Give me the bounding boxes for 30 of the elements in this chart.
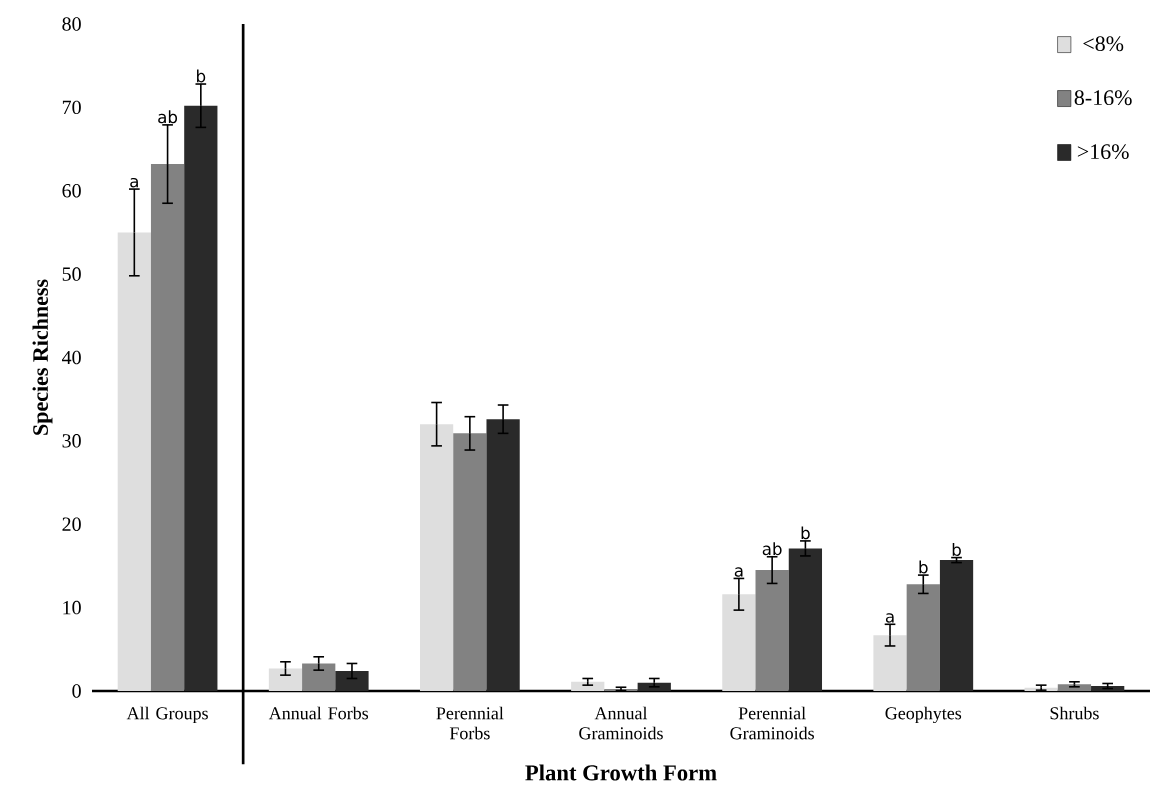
annotation: ab bbox=[158, 110, 178, 124]
x-tick-label: Shrubs bbox=[1050, 706, 1099, 720]
annotation: b bbox=[197, 69, 206, 83]
x-axis-title: Plant Growth Form bbox=[525, 764, 717, 781]
y-tick-label: 10 bbox=[63, 600, 81, 615]
y-tick-label: 40 bbox=[62, 350, 81, 365]
y-tick-label: 20 bbox=[62, 517, 81, 531]
y-tick-label: 70 bbox=[62, 100, 81, 115]
x-tick-label: All Groups bbox=[126, 706, 208, 724]
y-tick-label: 80 bbox=[62, 17, 81, 31]
annotation: b bbox=[801, 526, 810, 540]
x-tick-label: Geophytes bbox=[885, 706, 962, 724]
x-tick-label: Annual Forbs bbox=[268, 706, 369, 720]
annotation: a bbox=[130, 177, 138, 188]
legend-label: 8-16% bbox=[1074, 90, 1132, 106]
y-tick-label: 60 bbox=[62, 184, 81, 198]
x-tick-label: Annual Graminoids bbox=[579, 706, 663, 740]
legend-label: >16% bbox=[1077, 144, 1129, 160]
y-tick-label: 0 bbox=[72, 684, 81, 698]
legend-label: <8% bbox=[1083, 36, 1124, 52]
annotation: a bbox=[885, 613, 894, 623]
annotation: a bbox=[734, 567, 743, 577]
annotation: b bbox=[919, 560, 928, 574]
annotation: b bbox=[952, 543, 961, 556]
x-tick-label: Perennial Graminoids bbox=[730, 706, 814, 740]
x-tick-label: Perennial Forbs bbox=[436, 706, 504, 740]
y-tick-label: 30 bbox=[62, 434, 81, 448]
y-axis-title: Species Richness bbox=[32, 279, 53, 435]
annotation: ab bbox=[762, 542, 782, 556]
y-tick-label: 50 bbox=[62, 267, 81, 281]
